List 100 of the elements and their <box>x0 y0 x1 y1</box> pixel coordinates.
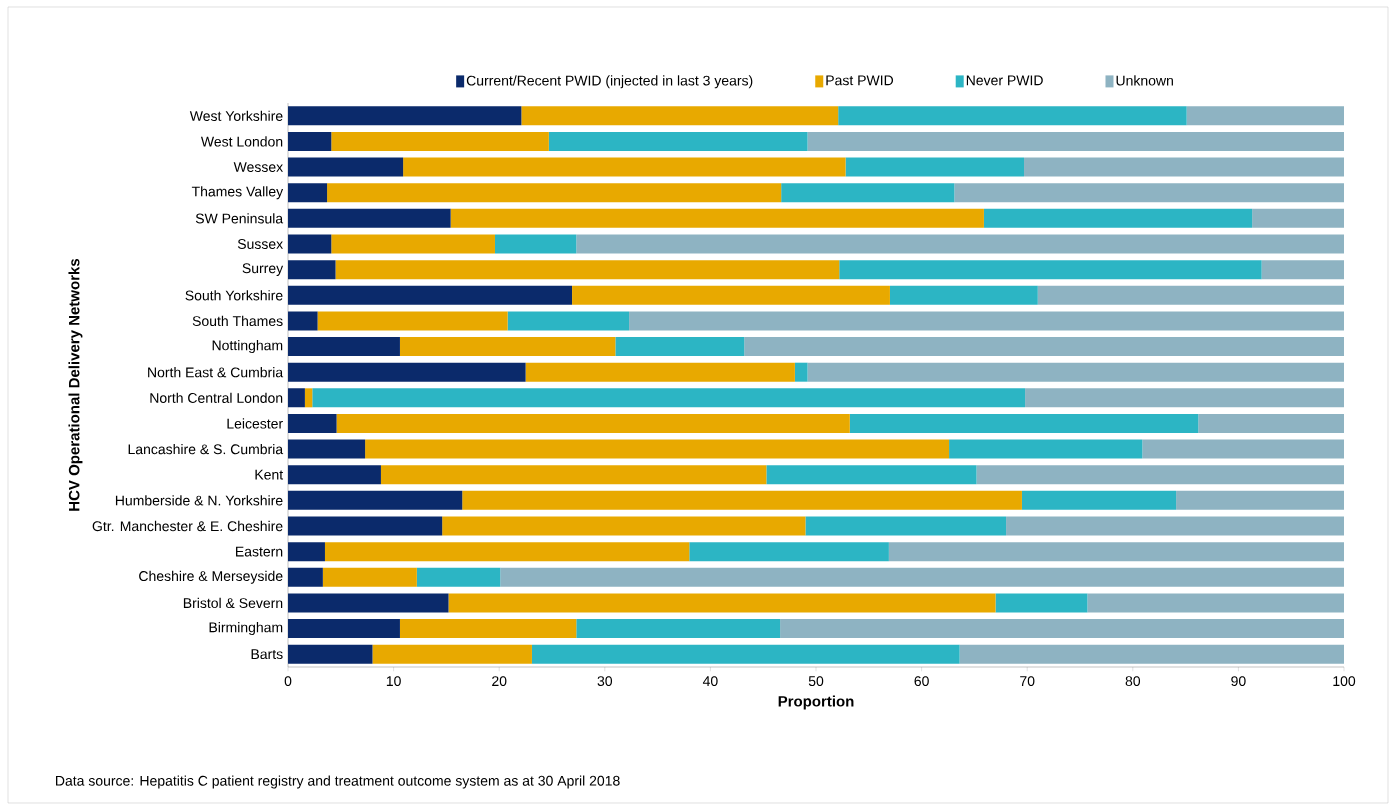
legend-label: Never PWID <box>966 75 1043 86</box>
bar <box>327 183 782 203</box>
bar <box>288 413 337 433</box>
bar <box>288 157 404 177</box>
bar <box>288 644 373 664</box>
x-tick-label: 20 <box>492 676 507 687</box>
bar <box>615 337 745 357</box>
x-tick-label: 80 <box>1125 676 1141 687</box>
bar <box>288 490 463 510</box>
bar <box>805 516 1007 536</box>
y-tick-label: Barts <box>251 649 283 660</box>
y-tick-label: Sussex <box>237 239 283 249</box>
bar <box>1176 490 1345 510</box>
y-tick-label: North East & Cumbria <box>148 367 284 378</box>
bar <box>995 593 1088 613</box>
bar <box>576 619 781 639</box>
bar <box>288 567 323 587</box>
bar <box>288 388 305 408</box>
bar <box>889 285 1038 305</box>
bar <box>572 285 890 305</box>
bar <box>689 542 889 562</box>
bar <box>331 234 495 254</box>
bar <box>949 439 1143 459</box>
bar <box>462 490 1022 510</box>
bar <box>1021 490 1177 510</box>
legend-label: Past PWID <box>826 75 894 86</box>
bar <box>954 183 1345 203</box>
bar <box>548 131 808 151</box>
bar <box>839 260 1262 280</box>
bar <box>976 465 1345 485</box>
x-tick-label: 50 <box>808 676 824 687</box>
x-tick-label: 60 <box>914 676 929 687</box>
source-note: Data source: Hepatitis C patient registry and treatment outcome system as at 30 April 2018 <box>56 775 620 789</box>
bar <box>494 234 577 254</box>
y-tick-label: Humberside & N. Yorkshire <box>115 495 283 506</box>
bar <box>403 157 846 177</box>
y-tick-label: Gtr. Manchester & E. Cheshire <box>92 520 283 532</box>
bar <box>744 337 1345 357</box>
bar <box>1025 388 1345 408</box>
bar <box>838 106 1187 126</box>
y-tick-label: Eastern <box>236 546 283 557</box>
x-tick-label: 90 <box>1231 676 1246 687</box>
bar <box>372 644 532 664</box>
legend-label: Unknown <box>1116 75 1173 86</box>
y-tick-label: Nottingham <box>212 340 283 354</box>
x-tick-label: 0 <box>284 676 292 687</box>
y-tick-label: Leicester <box>227 418 283 429</box>
bar <box>525 362 795 382</box>
x-axis-title: Proportion <box>778 695 854 710</box>
bar <box>450 208 984 228</box>
bar <box>1261 260 1345 280</box>
y-tick-label: Kent <box>255 469 284 480</box>
legend-label: Current/Recent PWID (injected in last 3 years) <box>466 75 753 89</box>
bar <box>288 131 332 151</box>
bar <box>335 260 840 280</box>
x-tick-label: 40 <box>702 676 718 687</box>
bar <box>807 362 1345 382</box>
bar <box>849 413 1199 433</box>
y-tick-label: Bristol & Severn <box>183 597 283 609</box>
bar <box>336 413 850 433</box>
bar <box>448 593 996 613</box>
y-tick-label: Thames Valley <box>191 186 284 200</box>
x-tick-label: 30 <box>597 676 613 687</box>
y-tick-label: South Thames <box>192 315 283 327</box>
bar <box>288 619 400 639</box>
bar <box>288 593 449 613</box>
x-tick-label: 70 <box>1020 676 1035 687</box>
bar <box>288 234 332 254</box>
bar <box>442 516 806 536</box>
bar <box>845 157 1025 177</box>
bar <box>1087 593 1345 613</box>
bar <box>500 567 1345 587</box>
bar <box>324 542 690 562</box>
bar <box>959 644 1345 664</box>
y-tick-label: West Yorkshire <box>189 110 283 121</box>
bar <box>380 465 767 485</box>
bar <box>304 388 313 408</box>
bar <box>399 337 616 357</box>
y-tick-label: Surrey <box>242 263 284 276</box>
y-tick-label: Wessex <box>233 162 283 172</box>
bar <box>629 311 1345 331</box>
bar <box>288 337 400 357</box>
y-axis-title: HCV Operational Delivery Networks <box>68 258 83 511</box>
bar <box>288 183 328 203</box>
bar <box>1198 413 1345 433</box>
bar <box>780 619 1345 639</box>
bar <box>576 234 1345 254</box>
bar <box>794 362 808 382</box>
bar <box>317 311 508 331</box>
y-tick-label: SW Peninsula <box>195 213 284 224</box>
x-tick-label: 10 <box>386 676 401 687</box>
bar <box>399 619 577 639</box>
bar <box>416 567 501 587</box>
bar <box>781 183 955 203</box>
bar <box>331 131 549 151</box>
bar <box>312 388 1026 408</box>
bar <box>288 260 336 280</box>
bar <box>288 208 451 228</box>
bar <box>288 285 573 305</box>
bar <box>288 439 366 459</box>
